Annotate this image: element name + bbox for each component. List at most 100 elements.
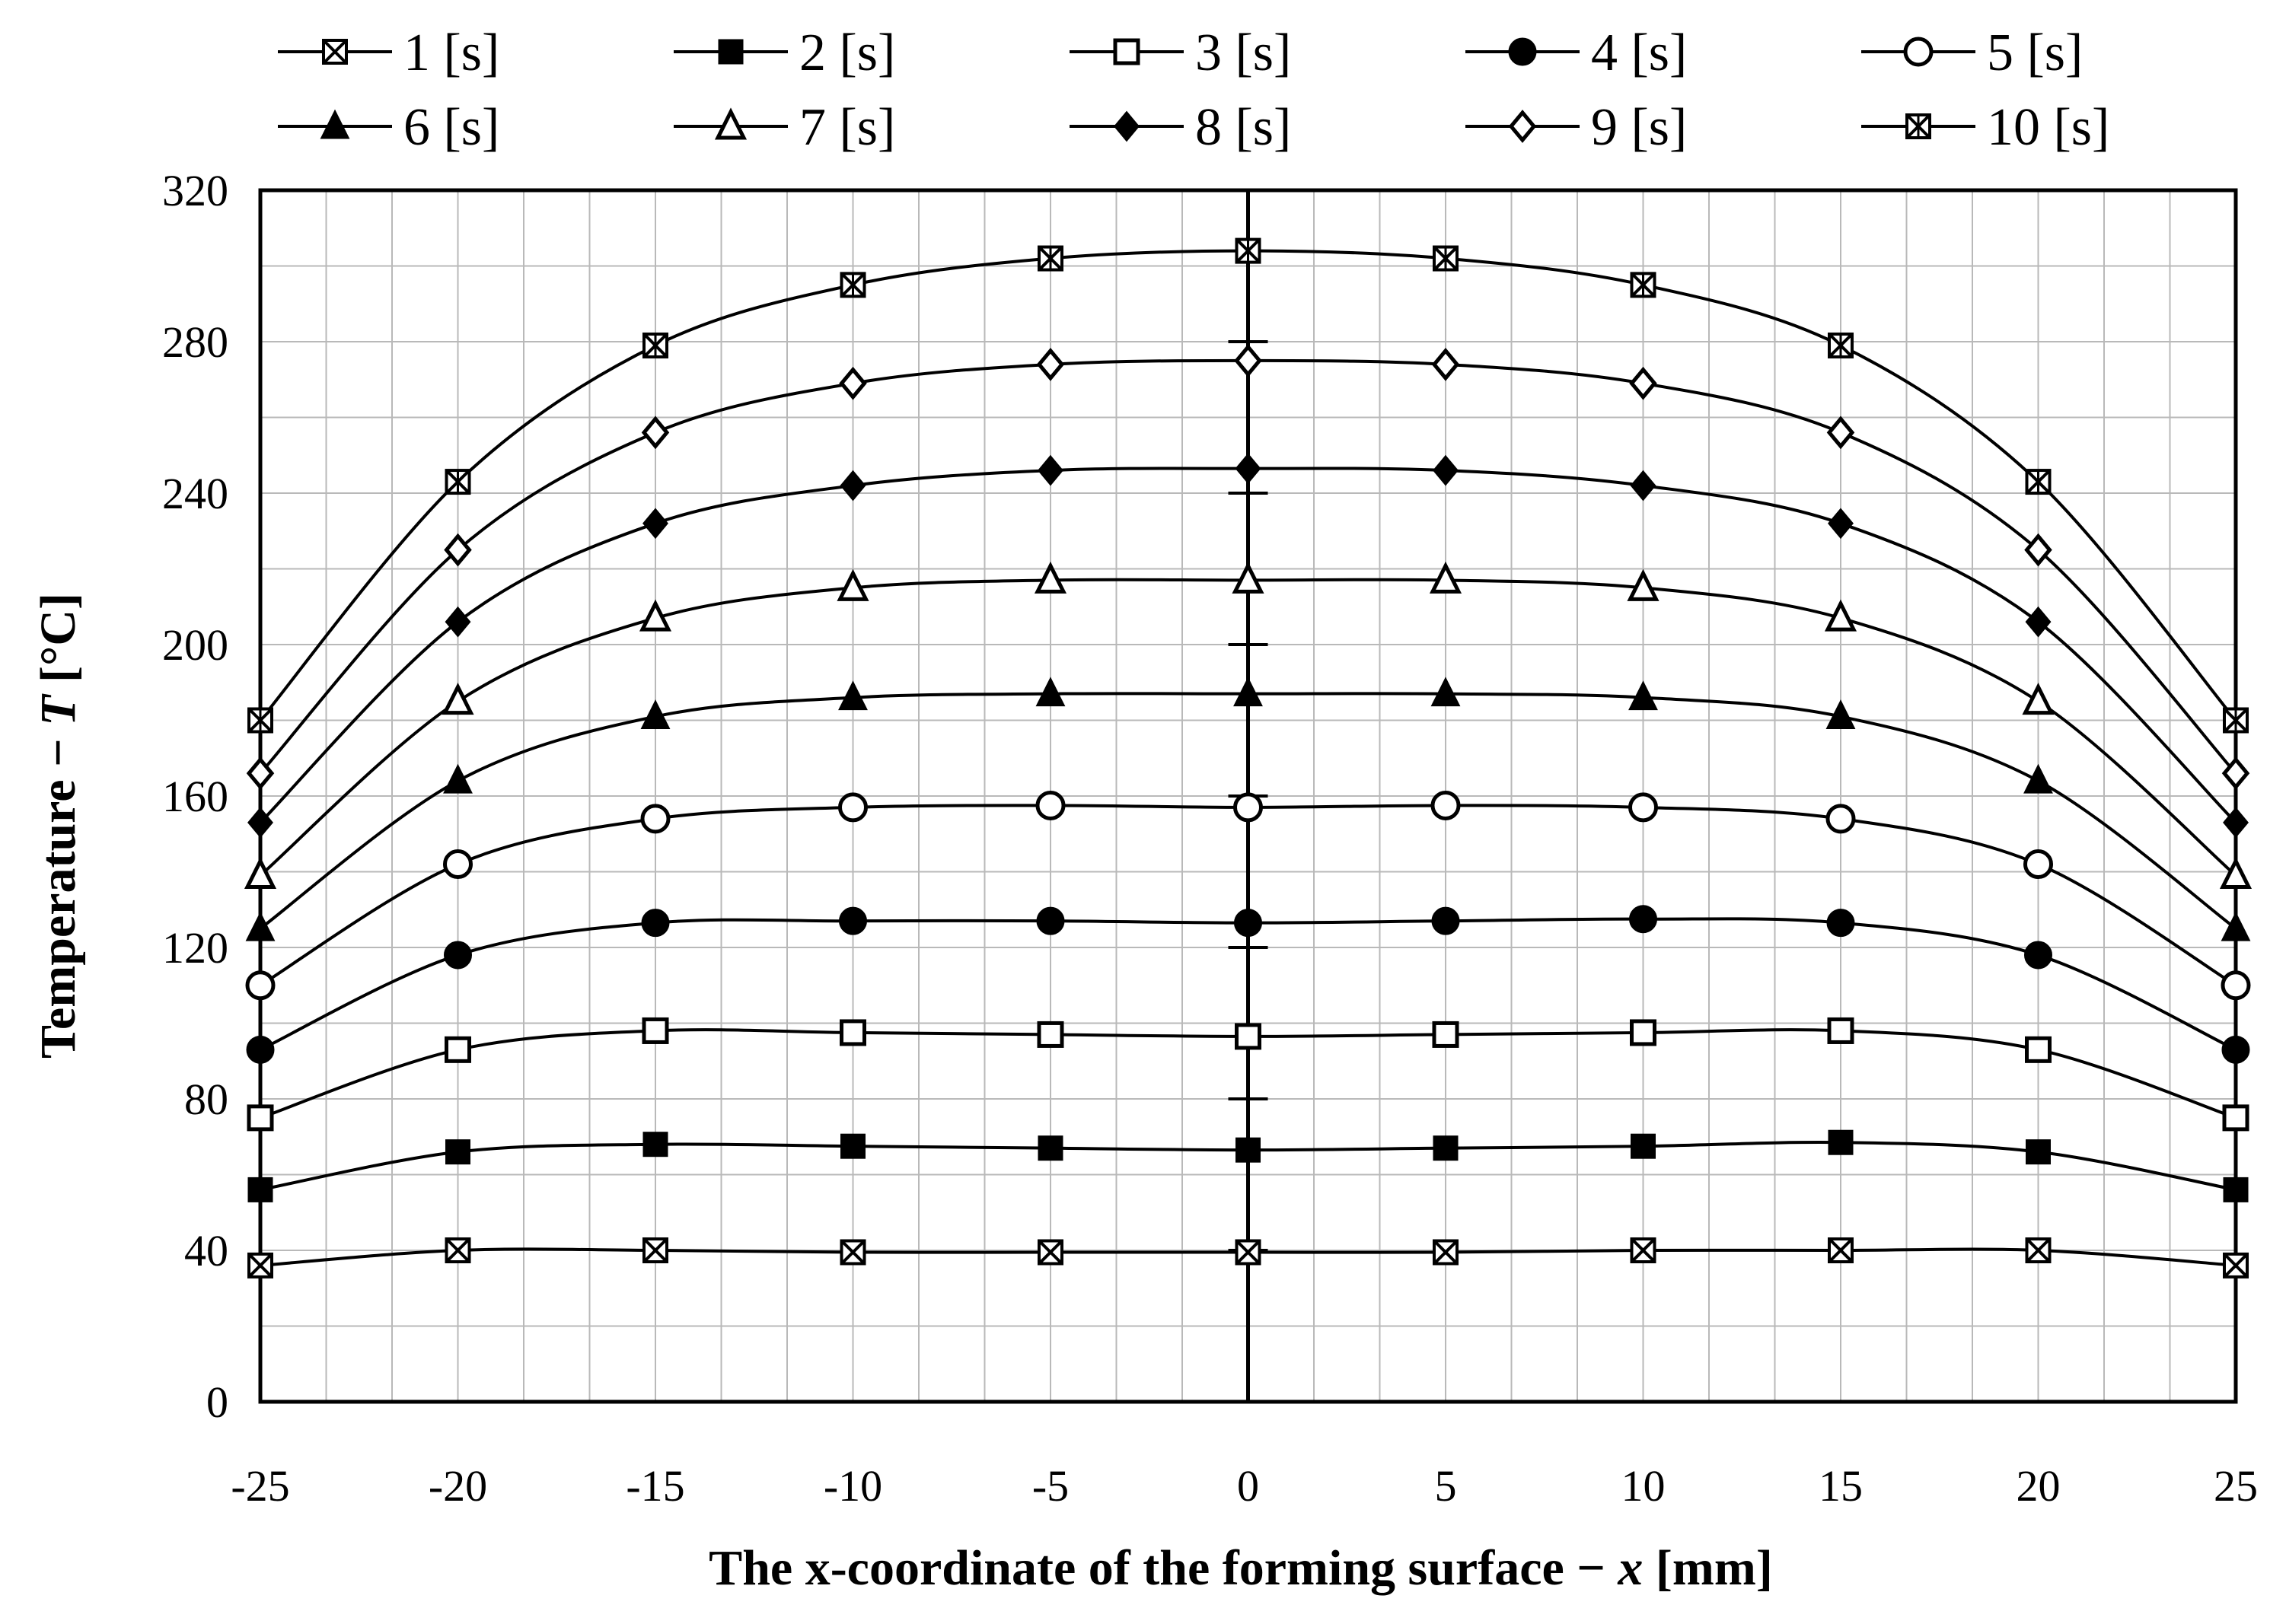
data-point [2026,1139,2051,1165]
data-point [1828,332,1854,358]
data-point [640,699,671,730]
data-point [2025,606,2052,638]
data-point [838,680,868,711]
data-point [2024,941,2052,970]
data-point [2024,533,2052,567]
data-point [1430,677,1461,707]
data-point [1630,1237,1656,1263]
data-point [1628,680,1658,711]
marker [246,1035,275,1064]
legend-item-8: 8 [s] [1070,98,1291,157]
data-point [1629,905,1657,934]
marker [245,911,276,941]
legend: 1 [s] 2 [s] 3 [s] 4 [s] 5 [s] 6 [s] 7 [s] 8 [s]… [278,24,2109,157]
data-point [1232,561,1264,594]
x-tick-label: 0 [1237,1461,1259,1511]
x-tick-label: -5 [1032,1461,1069,1511]
marker [1828,1129,1854,1155]
data-point [1429,561,1462,594]
data-point [2219,856,2253,889]
marker [714,107,748,140]
data-point [1826,416,1855,450]
marker [838,680,868,711]
data-point [1433,245,1459,272]
y-axis-title: Temperature − T [°C] [30,593,86,1059]
data-point [2025,469,2052,495]
data-point [840,470,866,502]
data-point [639,599,672,632]
marker [640,804,671,834]
x-tick-label: 10 [1621,1461,1666,1511]
data-point [245,970,276,1001]
marker [246,756,275,791]
marker [1113,38,1140,65]
data-point [1629,366,1657,400]
data-point [1233,792,1263,823]
data-point [1235,1023,1261,1050]
marker [1628,680,1658,711]
data-point [1825,804,1856,834]
marker [1828,508,1854,540]
marker [445,606,471,638]
x-tick-label: -20 [429,1461,487,1511]
data-point [641,416,670,450]
y-tick-label: 200 [162,620,228,670]
data-point [1630,470,1656,502]
data-point [1631,1133,1656,1159]
data-point [444,533,472,567]
data-point [642,508,668,540]
data-point [1235,453,1261,485]
data-point [247,707,273,734]
x-axis-title-variable: x [1617,1540,1643,1596]
data-point [838,792,868,823]
marker-cross [1235,1240,1261,1265]
marker [640,699,671,730]
series-1 [247,1237,2249,1279]
data-point [445,1237,471,1263]
marker-cross [1631,1237,1656,1263]
marker [1431,347,1460,381]
data-point [640,804,671,834]
data-point [443,763,473,794]
marker [642,1132,668,1157]
marker [1824,599,1857,632]
marker [639,599,672,632]
marker [445,1036,471,1063]
data-point [1431,347,1460,381]
data-point [1036,347,1065,381]
data-point [1430,790,1461,820]
marker-cross [247,1253,273,1279]
marker [1233,792,1263,823]
series-5 [245,790,2251,1001]
marker [444,533,472,567]
marker [1825,804,1856,834]
data-point [1433,1239,1459,1266]
x-tick-label: -15 [626,1461,684,1511]
marker [1430,677,1461,707]
marker [244,856,277,889]
series-layer [244,237,2253,1279]
marker [1827,1017,1854,1044]
marker [2221,970,2251,1001]
data-point [1233,677,1263,707]
marker [1630,1019,1656,1046]
marker [838,792,868,823]
x-axis: -25 -20 -15 -10 -5 0 5 10 15 20 25 [231,1461,2258,1511]
series-9 [246,343,2250,791]
data-point [839,366,867,400]
data-point [1630,1019,1656,1046]
data-point [1627,568,1660,601]
marker [2023,763,2053,794]
data-point [1235,237,1261,264]
marker [2221,1035,2250,1064]
marker [247,1177,273,1202]
marker [1628,792,1658,823]
series-2 [247,1129,2249,1202]
data-point [1035,790,1066,820]
marker [2026,1139,2051,1165]
marker [837,568,869,601]
x-tick-label: 25 [2214,1461,2258,1511]
marker [1038,1135,1063,1161]
marker [1235,453,1261,485]
data-point [2025,1036,2052,1063]
